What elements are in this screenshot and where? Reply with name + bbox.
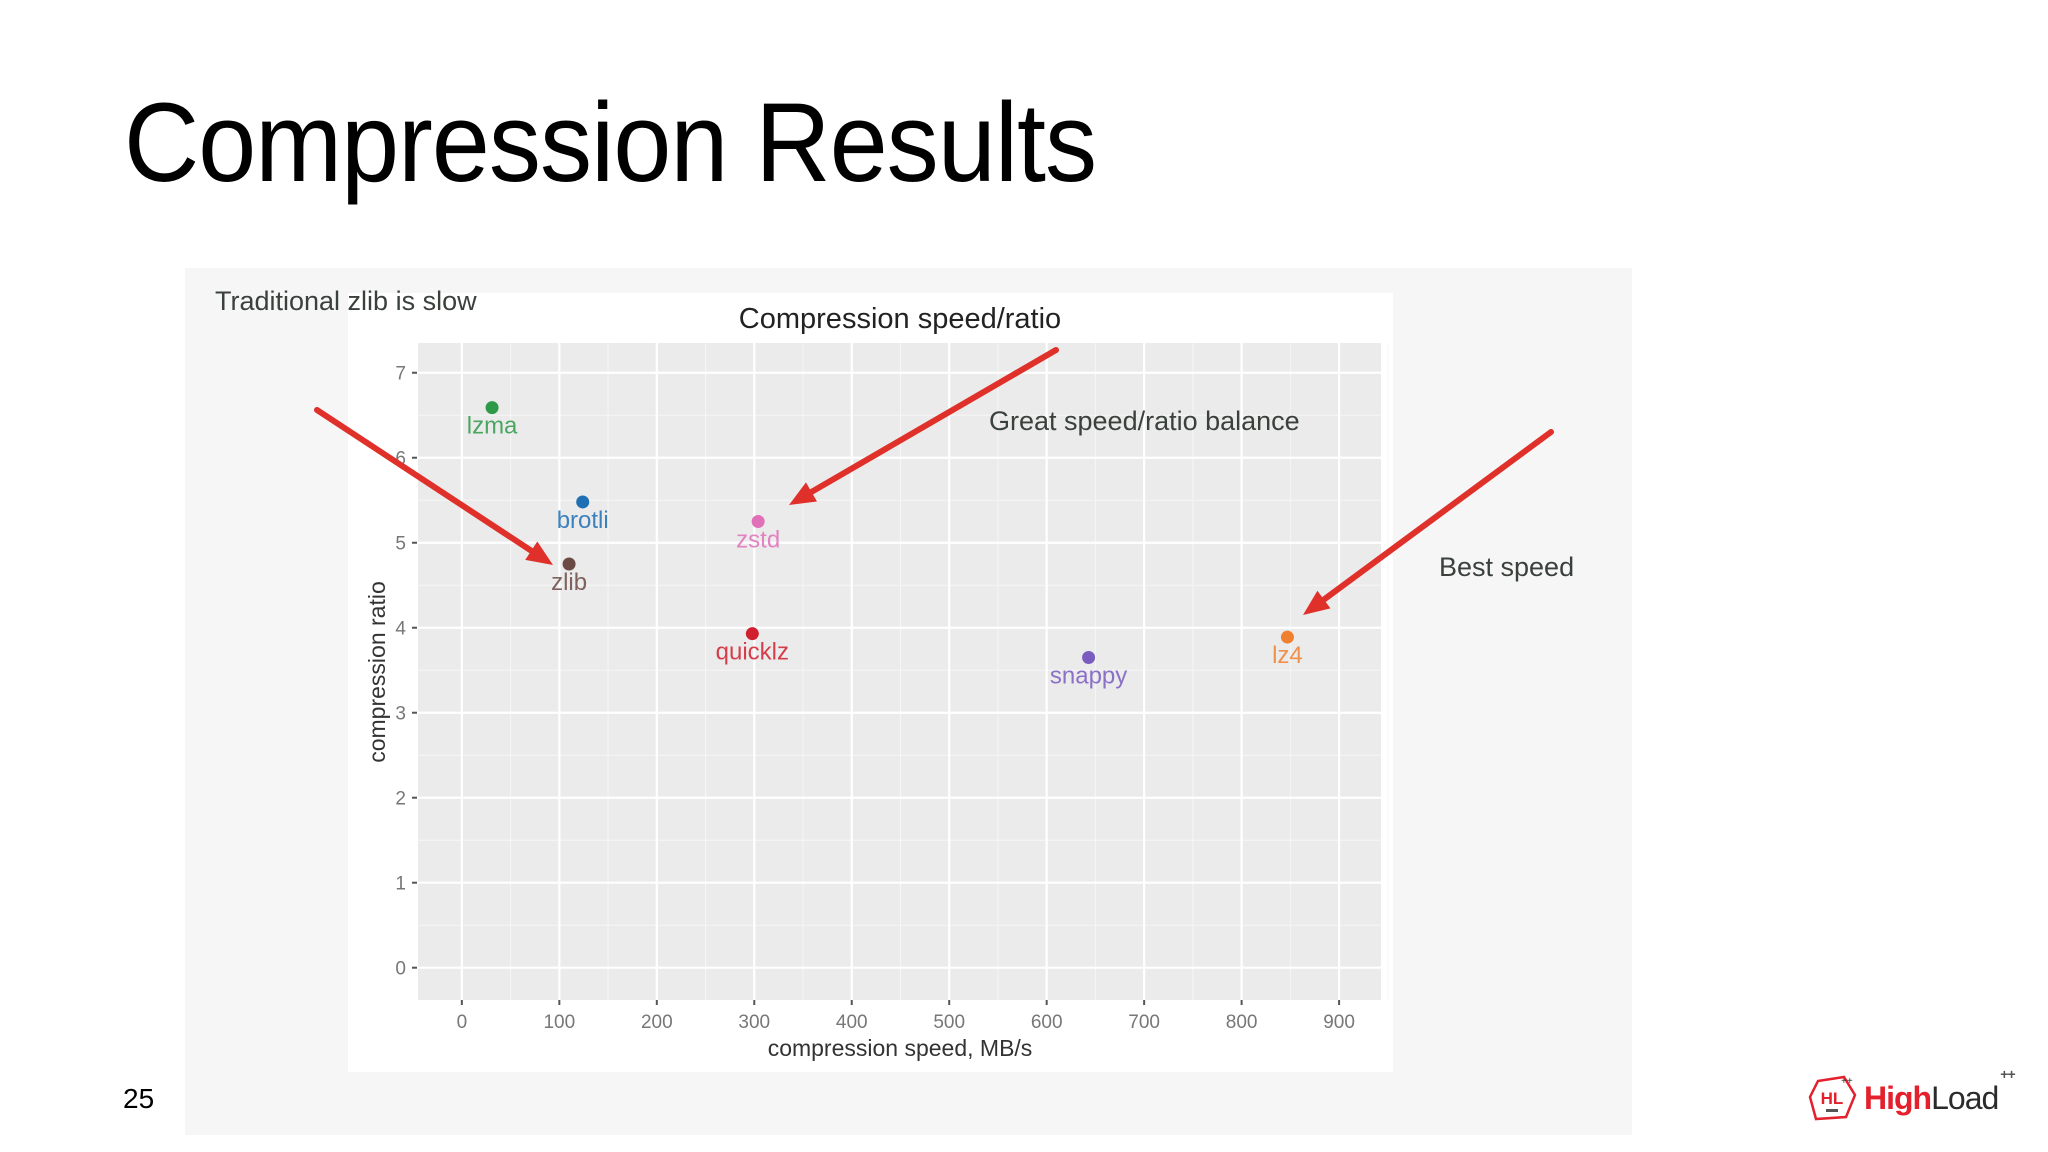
- x-tick-label: 600: [1031, 1012, 1063, 1033]
- y-tick-label: 4: [395, 619, 406, 640]
- y-tick-label: 1: [395, 874, 406, 895]
- y-tick-label: 3: [395, 704, 406, 725]
- y-tick-label: 5: [395, 534, 406, 555]
- y-tick-label: 6: [395, 449, 406, 470]
- y-tick-label: 0: [395, 959, 406, 980]
- data-point-zstd: zstd: [736, 514, 780, 553]
- x-tick-label: 800: [1226, 1012, 1258, 1033]
- arrow-to-lz4: [1303, 429, 1554, 615]
- x-axis-label: compression speed, MB/s: [768, 1035, 1033, 1061]
- data-point-quicklz: quicklz: [716, 627, 789, 666]
- x-tick-label: 700: [1128, 1012, 1160, 1033]
- svg-text:zlib: zlib: [551, 569, 587, 596]
- svg-text:snappy: snappy: [1050, 662, 1127, 689]
- svg-text:brotli: brotli: [557, 507, 609, 534]
- x-tick-label: 100: [543, 1012, 575, 1033]
- plot-panel: [418, 343, 1381, 1000]
- slide-title: Compression Results: [124, 80, 1097, 205]
- svg-text:quicklz: quicklz: [716, 639, 789, 666]
- x-tick-label: 500: [933, 1012, 965, 1033]
- arrow-to-zlib: [314, 407, 553, 565]
- x-tick-label: 300: [738, 1012, 770, 1033]
- data-point-zlib: zlib: [551, 557, 587, 596]
- y-tick-label: 7: [395, 364, 406, 385]
- y-axis-label: compression ratio: [364, 581, 390, 763]
- y-tick-label: 2: [395, 789, 406, 810]
- arrow-to-zstd: [789, 347, 1059, 505]
- svg-text:lz4: lz4: [1272, 642, 1303, 669]
- x-tick-label: 200: [641, 1012, 673, 1033]
- svg-text:zstd: zstd: [736, 526, 780, 553]
- x-tick-label: 400: [836, 1012, 868, 1033]
- slide-number: 25: [123, 1083, 155, 1114]
- data-points: lzma brotli zlib zstd quicklz snappy lz4: [467, 401, 1303, 689]
- data-point-lzma: lzma: [467, 401, 518, 440]
- chart-title: Compression speed/ratio: [739, 303, 1061, 335]
- hl-badge-icon: HL ++: [1808, 1075, 1858, 1121]
- annotation-arrows: [314, 347, 1554, 615]
- annotation-best-speed: Best speed: [1439, 552, 1575, 582]
- grid-minor: [418, 343, 1389, 1000]
- highload-logo: HL ++ HighLoad++: [1808, 1065, 2016, 1121]
- grid-major: [418, 343, 1381, 1000]
- x-tick-label: 0: [457, 1012, 468, 1033]
- data-point-brotli: brotli: [557, 495, 609, 534]
- data-point-snappy: snappy: [1050, 650, 1127, 689]
- annotation-speed-ratio-balance: Great speed/ratio balance: [989, 406, 1300, 436]
- data-point-lz4: lz4: [1272, 630, 1303, 669]
- x-tick-label: 900: [1323, 1012, 1355, 1033]
- axis-ticks: 0 100 200 300 400 500 600 700 800 900 0 1 2 3 4 5 6 7: [395, 364, 1355, 1033]
- annotation-zlib-slow: Traditional zlib is slow: [215, 286, 477, 316]
- svg-text:lzma: lzma: [467, 413, 518, 440]
- svg-text:++: ++: [1841, 1076, 1853, 1087]
- svg-text:HL: HL: [1821, 1089, 1844, 1108]
- logo-wordmark: HighLoad++: [1864, 1065, 2016, 1116]
